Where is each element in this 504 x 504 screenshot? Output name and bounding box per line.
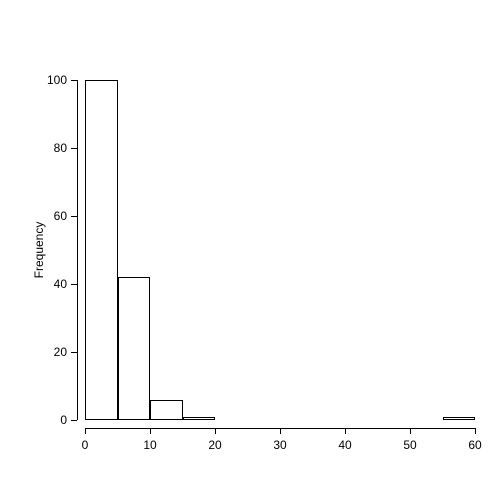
x-tick-label: 50 [403, 438, 416, 452]
y-axis-line [77, 80, 78, 420]
y-tick-label: 0 [60, 413, 67, 427]
x-tick-label: 40 [338, 438, 351, 452]
x-tick-label: 0 [82, 438, 89, 452]
plot-area [85, 80, 475, 420]
x-tick [85, 428, 86, 434]
histogram-bar [443, 417, 476, 420]
y-tick [71, 352, 77, 353]
x-tick [475, 428, 476, 434]
histogram-bar [118, 277, 151, 420]
y-tick-label: 100 [47, 73, 67, 87]
y-tick-label: 40 [54, 277, 67, 291]
x-tick [280, 428, 281, 434]
x-tick [410, 428, 411, 434]
y-tick [71, 284, 77, 285]
x-tick [150, 428, 151, 434]
histogram-bar [85, 80, 118, 420]
histogram-bar [183, 417, 216, 420]
y-tick [71, 148, 77, 149]
histogram-chart: Frequency 0 10 20 30 40 50 60 0 20 40 60 80 100 [0, 0, 504, 504]
x-tick-label: 60 [468, 438, 481, 452]
histogram-bar [150, 400, 183, 420]
y-tick-label: 80 [54, 141, 67, 155]
y-tick [71, 420, 77, 421]
x-tick [345, 428, 346, 434]
y-tick-label: 20 [54, 345, 67, 359]
y-tick [71, 216, 77, 217]
x-tick-label: 30 [273, 438, 286, 452]
x-tick-label: 20 [208, 438, 221, 452]
x-tick-label: 10 [143, 438, 156, 452]
y-tick-label: 60 [54, 209, 67, 223]
y-axis-title: Frequency [32, 222, 46, 279]
x-tick [215, 428, 216, 434]
y-tick [71, 80, 77, 81]
